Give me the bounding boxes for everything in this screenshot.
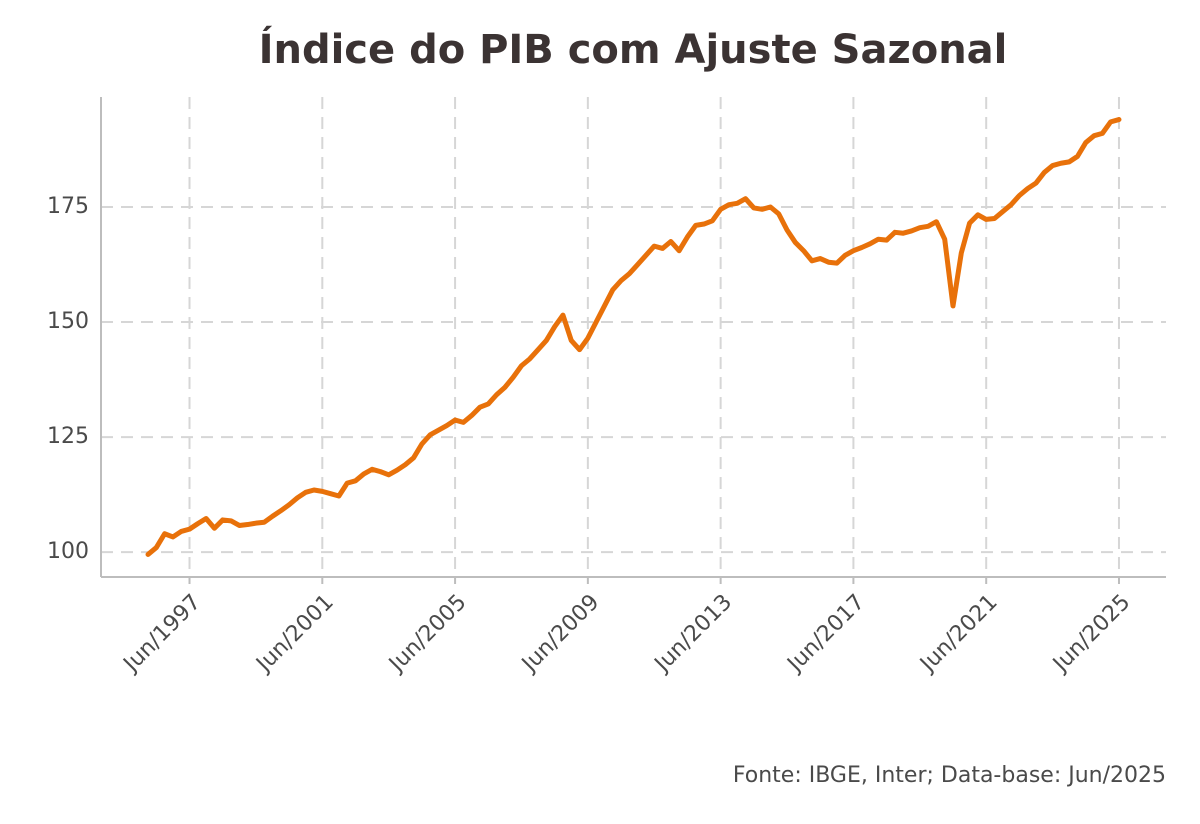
- y-tick-label: 150: [47, 309, 89, 334]
- x-tick-label: Jun/2005: [383, 590, 471, 678]
- y-tick-label: 175: [47, 194, 89, 219]
- source-note: Fonte: IBGE, Inter; Data-base: Jun/2025: [733, 763, 1166, 788]
- x-tick-label: Jun/2017: [782, 590, 870, 678]
- x-tick-label: Jun/2021: [914, 590, 1002, 678]
- x-tick-label: Jun/2013: [649, 590, 737, 678]
- x-tick-label: Jun/1997: [118, 590, 206, 678]
- x-tick-label: Jun/2025: [1047, 590, 1135, 678]
- chart-title: Índice do PIB com Ajuste Sazonal: [259, 25, 1008, 73]
- x-tick-label: Jun/2009: [516, 590, 604, 678]
- x-tick-label: Jun/2001: [251, 590, 339, 678]
- y-tick-label: 125: [47, 424, 89, 449]
- data-line: [145, 117, 1122, 557]
- y-tick-label: 100: [47, 539, 89, 564]
